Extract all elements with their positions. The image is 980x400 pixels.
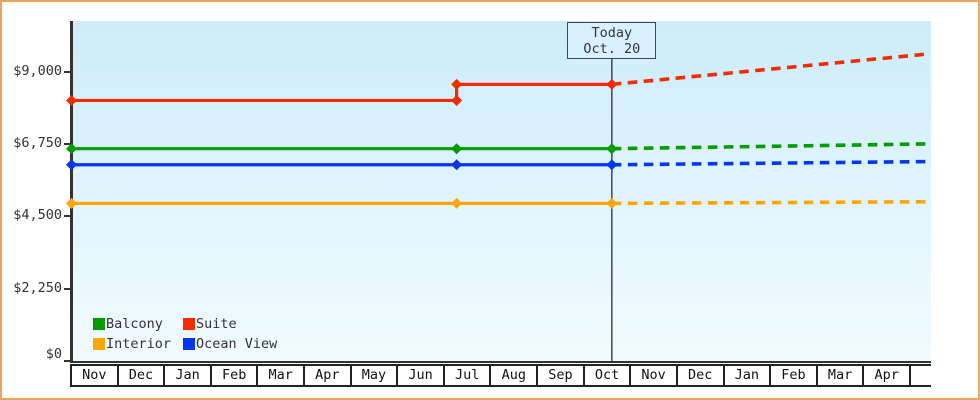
today-label-line2: Oct. 20	[583, 41, 641, 57]
data-point-marker-balcony	[66, 143, 77, 155]
data-point-marker-interior	[451, 197, 463, 209]
month-cell-oct: Oct	[585, 366, 632, 385]
month-cell-nov: Nov	[631, 366, 678, 385]
suite-swatch-icon	[183, 318, 195, 330]
data-point-marker-balcony	[606, 143, 618, 155]
forecast-line-interior	[611, 199, 930, 206]
data-point-marker-interior	[66, 197, 77, 209]
legend-item-ocean-view: Ocean View	[183, 336, 277, 352]
month-cell-mar: Mar	[258, 366, 306, 385]
data-point-marker-suite	[451, 78, 463, 90]
y-tick-label: $2,250	[13, 279, 62, 296]
data-point-marker-ocean-view	[66, 159, 77, 171]
month-cell-jul: Jul	[445, 366, 492, 385]
balcony-swatch-icon	[93, 318, 105, 330]
legend-label-interior: Interior	[106, 336, 172, 352]
month-cell-may: May	[352, 366, 399, 385]
interior-swatch-icon	[93, 338, 105, 350]
data-point-marker-balcony	[451, 143, 463, 155]
data-point-marker-ocean-view	[606, 159, 618, 171]
month-cell-aug: Aug	[491, 366, 539, 385]
y-tick-mark	[64, 287, 71, 290]
legend-label-ocean-view: Ocean View	[196, 336, 278, 352]
month-cell-feb: Feb	[771, 366, 818, 385]
ocean-view-swatch-icon	[183, 338, 195, 350]
y-tick-label: $0	[45, 346, 62, 362]
month-cell-jan: Jan	[165, 366, 212, 385]
data-point-marker-suite	[451, 94, 463, 106]
legend: Balcony Suite Interior Ocean View	[93, 314, 277, 354]
month-axis: Nov Dec Jan Feb Mar Apr May Jun Jul Aug Sep Oct Nov D…	[70, 364, 931, 387]
month-cell-sep: Sep	[538, 366, 585, 385]
legend-row: Balcony Suite	[93, 314, 277, 334]
y-axis-line	[70, 21, 73, 363]
month-cell-apr: Apr	[305, 366, 352, 385]
month-cell-nov: Nov	[70, 366, 119, 385]
month-cell-apr: Apr	[864, 366, 911, 385]
month-cell-jan: Jan	[725, 366, 772, 385]
y-tick-mark	[64, 360, 71, 362]
plot-area: Today Oct. 20 Balcony Suite	[66, 21, 931, 361]
y-tick-mark	[64, 142, 71, 145]
month-cell-empty	[911, 366, 931, 385]
y-tick-mark	[64, 215, 71, 218]
data-point-marker-suite	[606, 78, 618, 90]
today-label-line1: Today	[591, 25, 633, 41]
series-lines	[66, 52, 931, 361]
x-axis-line	[70, 360, 931, 363]
y-tick-mark	[64, 70, 71, 73]
data-point-marker-suite	[66, 94, 77, 106]
month-cell-dec: Dec	[119, 366, 166, 385]
legend-row: Interior Ocean View	[93, 334, 277, 354]
month-cell-mar: Mar	[818, 366, 865, 385]
y-tick-label: $4,500	[13, 207, 62, 224]
legend-label-balcony: Balcony	[106, 316, 163, 332]
legend-item-interior: Interior	[93, 336, 183, 352]
forecast-line-suite	[611, 52, 931, 87]
legend-label-suite: Suite	[196, 316, 237, 332]
y-tick-label: $9,000	[13, 62, 62, 79]
series-line-suite	[71, 82, 612, 103]
month-cell-feb: Feb	[212, 366, 259, 385]
forecast-line-ocean-view	[611, 159, 930, 167]
legend-item-balcony: Balcony	[93, 316, 183, 332]
today-label-box: Today Oct. 20	[567, 22, 657, 59]
month-cell-dec: Dec	[678, 366, 725, 385]
y-tick-label: $6,750	[13, 134, 62, 151]
month-cell-jun: Jun	[398, 366, 445, 385]
data-point-marker-ocean-view	[451, 159, 463, 171]
forecast-line-balcony	[611, 142, 930, 151]
legend-item-suite: Suite	[183, 316, 237, 332]
data-point-marker-interior	[606, 197, 618, 209]
